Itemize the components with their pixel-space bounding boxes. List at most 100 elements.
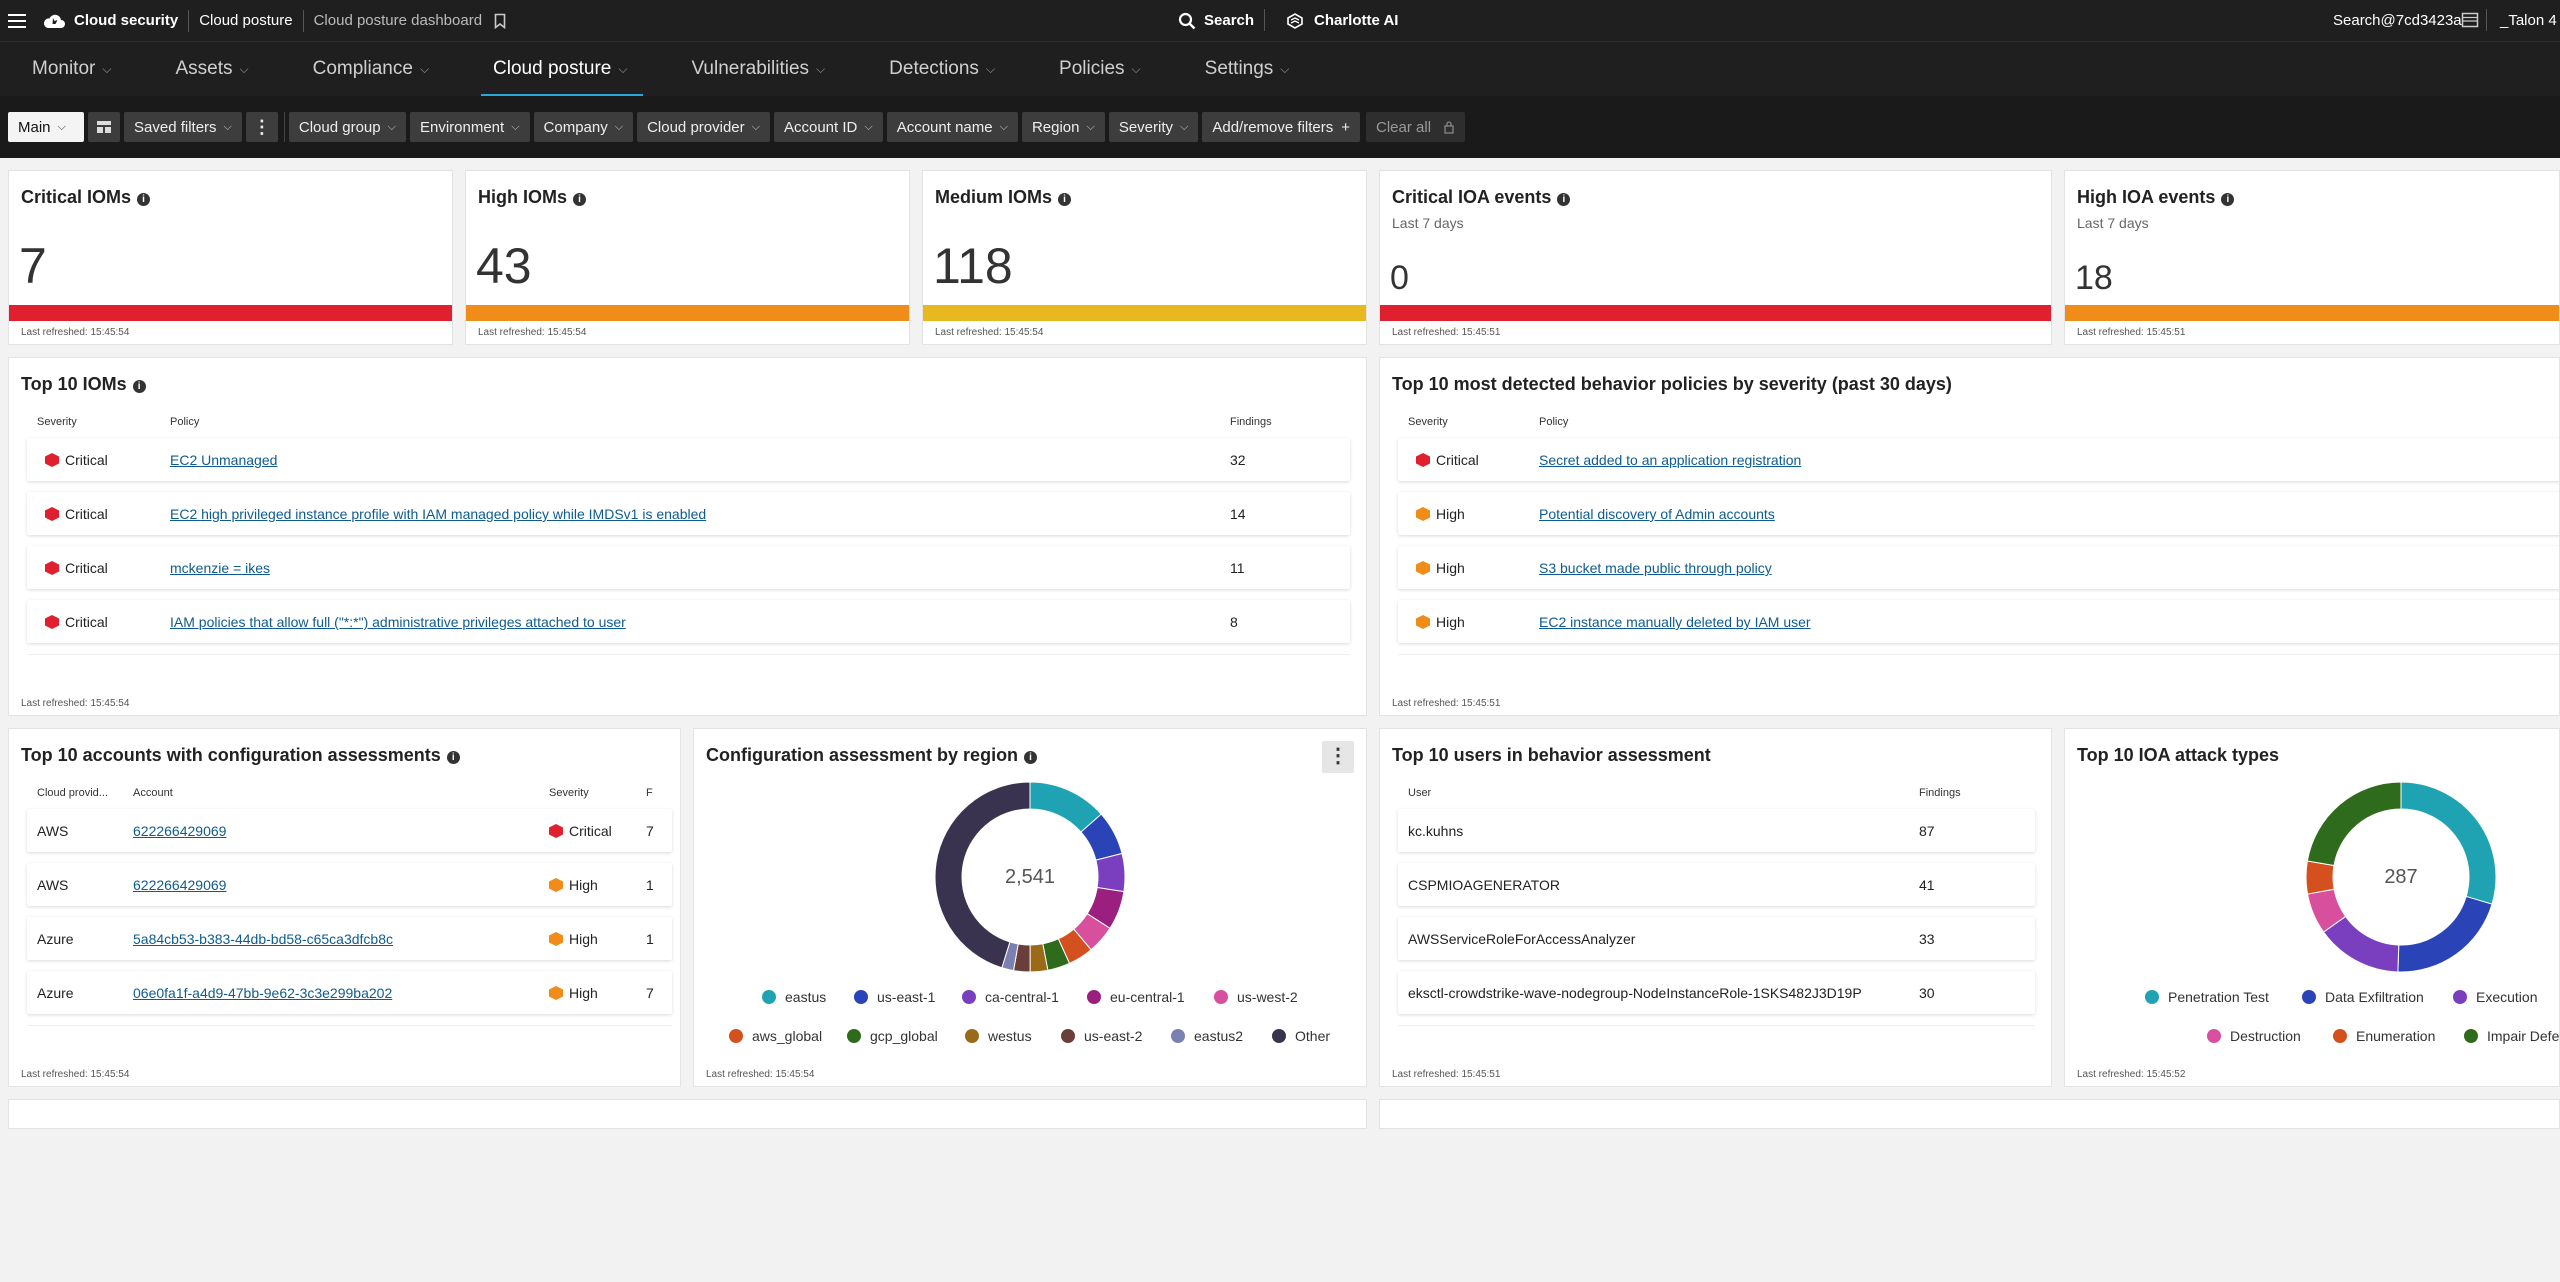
menu-icon[interactable] [8, 13, 26, 28]
policy-link[interactable]: EC2 high privileged instance profile wit… [170, 506, 707, 522]
policy-link[interactable]: EC2 instance manually deleted by IAM use… [1539, 614, 1811, 630]
kpi-high-ioms[interactable]: High IOMs i 43 Last refreshed: 15:45:54 [465, 170, 910, 345]
nav-detections[interactable]: Detections ⌵ [857, 42, 1027, 97]
donut-slice-other[interactable] [934, 781, 1031, 969]
table-row[interactable]: High EC2 instance manually deleted by IA… [1398, 600, 2559, 643]
legend-item[interactable]: Other [1272, 1028, 1330, 1044]
account-link[interactable]: 622266429069 [133, 823, 227, 839]
table-row[interactable]: kc.kuhns 87 [1398, 809, 2035, 852]
kpi-critical-ioms[interactable]: Critical IOMs i 7 Last refreshed: 15:45:5… [8, 170, 453, 345]
column-header[interactable]: Severity [1408, 416, 1448, 428]
info-icon[interactable]: i [132, 380, 146, 393]
legend-item[interactable]: gcp_global [847, 1028, 938, 1044]
calendar-icon[interactable] [2461, 11, 2479, 29]
kpi-medium-ioms[interactable]: Medium IOMs i 118 Last refreshed: 15:45:5… [922, 170, 1367, 345]
legend-item[interactable]: Destruction [2207, 1028, 2301, 1044]
nav-assets[interactable]: Assets ⌵ [143, 42, 280, 97]
table-row[interactable]: CSPMIOAGENERATOR 41 [1398, 863, 2035, 906]
nav-compliance[interactable]: Compliance ⌵ [281, 42, 461, 97]
policy-link[interactable]: EC2 Unmanaged [170, 452, 278, 468]
account-link[interactable]: 5a84cb53-b383-44db-bd58-c65ca3dfcb8c [133, 931, 393, 947]
breadcrumb-section[interactable]: Cloud posture [199, 12, 293, 29]
legend-item[interactable]: Data Exfiltration [2302, 989, 2424, 1005]
table-row[interactable]: High Potential discovery of Admin accoun… [1398, 492, 2559, 535]
policy-link[interactable]: mckenzie = ikes [170, 560, 270, 576]
legend-item[interactable]: ca-central-1 [962, 989, 1059, 1005]
nav-policies[interactable]: Policies ⌵ [1027, 42, 1173, 97]
donut-slice-data-exfiltration[interactable] [2397, 895, 2493, 973]
legend-item[interactable]: us-east-2 [1061, 1028, 1142, 1044]
kpi-critical-ioa-events[interactable]: Critical IOA events i Last 7 days 0 Last … [1379, 170, 2052, 345]
legend-item[interactable]: Impair Defe [2464, 1028, 2559, 1044]
legend-item[interactable]: us-west-2 [1214, 989, 1298, 1005]
table-row[interactable]: Azure 06e0fa1f-a4d9-47bb-9e62-3c3e299ba2… [27, 971, 672, 1014]
filter-environment[interactable]: Environment ⌵ [409, 112, 530, 142]
filter-cloud-group[interactable]: Cloud group ⌵ [288, 112, 406, 142]
table-row[interactable]: Critical Secret added to an application … [1398, 438, 2559, 481]
column-header[interactable]: Policy [170, 416, 200, 428]
filter-cloud-provider[interactable]: Cloud provider ⌵ [637, 112, 770, 142]
info-icon[interactable]: i [1024, 751, 1038, 764]
account-link[interactable]: 622266429069 [133, 877, 227, 893]
legend-item[interactable]: Execution [2453, 989, 2537, 1005]
charlotte-ai-button[interactable]: Charlotte AI [1286, 0, 1398, 41]
saved-filters-dropdown[interactable]: Saved filters ⌵ [124, 112, 242, 142]
column-header[interactable]: Policy [1539, 416, 1569, 428]
donut-slice-impair-defe[interactable] [2306, 781, 2402, 867]
table-row[interactable]: Critical EC2 Unmanaged 32 [27, 438, 1350, 481]
region-donut-chart[interactable] [930, 777, 1130, 977]
table-row[interactable]: Critical IAM policies that allow full ("… [27, 600, 1350, 643]
info-icon[interactable]: i [1058, 193, 1072, 206]
table-row[interactable]: AWSServiceRoleForAccessAnalyzer 33 [1398, 917, 2035, 960]
card-menu-button[interactable]: ⋮ [1322, 741, 1354, 773]
attack-types-donut-chart[interactable] [2301, 777, 2501, 977]
legend-item[interactable]: westus [965, 1028, 1032, 1044]
table-row[interactable]: High S3 bucket made public through polic… [1398, 546, 2559, 589]
legend-item[interactable]: eastus2 [1171, 1028, 1243, 1044]
tenant-name[interactable]: _Talon 4 [2500, 12, 2557, 29]
legend-item[interactable]: Enumeration [2333, 1028, 2435, 1044]
account-link[interactable]: 06e0fa1f-a4d9-47bb-9e62-3c3e299ba202 [133, 985, 393, 1001]
kpi-high-ioa-events[interactable]: High IOA events i Last 7 days 18 Last ref… [2064, 170, 2560, 345]
info-icon[interactable]: i [137, 193, 151, 206]
info-icon[interactable]: i [573, 193, 586, 206]
policy-link[interactable]: IAM policies that allow full ("*:*") adm… [170, 614, 626, 630]
clear-all-button[interactable]: Clear all [1366, 112, 1466, 142]
legend-item[interactable]: us-east-1 [854, 989, 935, 1005]
nav-settings[interactable]: Settings ⌵ [1173, 42, 1322, 97]
column-header[interactable]: User [1408, 787, 1432, 799]
column-header[interactable]: F [646, 787, 653, 799]
view-select[interactable]: Main ⌵ [8, 112, 84, 142]
nav-monitor[interactable]: Monitor ⌵ [0, 42, 143, 97]
legend-item[interactable]: Penetration Test [2145, 989, 2269, 1005]
info-icon[interactable]: i [446, 751, 460, 764]
column-header[interactable]: Account [133, 787, 173, 799]
column-header[interactable]: Findings [1230, 416, 1272, 428]
filter-severity[interactable]: Severity ⌵ [1108, 112, 1199, 142]
table-row[interactable]: Critical mckenzie = ikes 11 [27, 546, 1350, 589]
column-header[interactable]: Severity [549, 787, 589, 799]
filter-account-name[interactable]: Account name ⌵ [886, 112, 1018, 142]
user-search[interactable]: Search@7cd3423a [2333, 12, 2462, 29]
column-header[interactable]: Findings [1919, 787, 1961, 799]
policy-link[interactable]: Secret added to an application registrat… [1539, 452, 1802, 468]
more-options-button[interactable]: ⋮ [245, 112, 278, 142]
nav-cloud-posture[interactable]: Cloud posture ⌵ [461, 42, 659, 97]
search-button[interactable]: Search [1178, 0, 1254, 41]
bookmark-icon[interactable] [494, 13, 506, 29]
legend-item[interactable]: eastus [762, 989, 826, 1005]
info-icon[interactable]: i [1557, 193, 1571, 206]
table-row[interactable]: Azure 5a84cb53-b383-44db-bd58-c65ca3dfcb… [27, 917, 672, 960]
filter-account-id[interactable]: Account ID ⌵ [773, 112, 883, 142]
policy-link[interactable]: S3 bucket made public through policy [1539, 560, 1772, 576]
donut-slice-execution[interactable] [2322, 915, 2400, 973]
info-icon[interactable]: i [2221, 193, 2235, 206]
column-header[interactable]: Cloud provid... [37, 787, 108, 799]
legend-item[interactable]: eu-central-1 [1087, 989, 1185, 1005]
table-row[interactable]: Critical EC2 high privileged instance pr… [27, 492, 1350, 535]
legend-item[interactable]: aws_global [729, 1028, 822, 1044]
policy-link[interactable]: Potential discovery of Admin accounts [1539, 506, 1775, 522]
table-row[interactable]: AWS 622266429069 High 1 [27, 863, 672, 906]
nav-vulnerabilities[interactable]: Vulnerabilities ⌵ [659, 42, 857, 97]
add-remove-filters-button[interactable]: Add/remove filters + [1202, 112, 1361, 142]
